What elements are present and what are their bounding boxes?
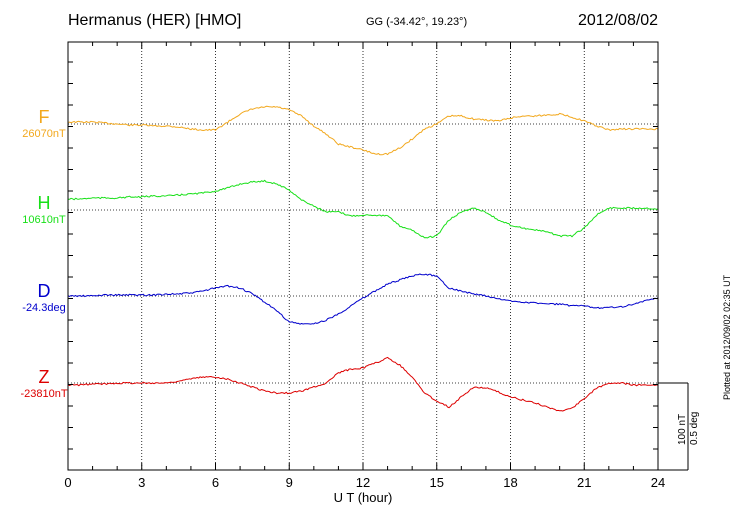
component-label-h: H 10610nT	[14, 193, 74, 227]
series-baseline-z: -23810nT	[20, 388, 68, 400]
series-name-d: D	[37, 281, 51, 301]
station-title: Hermanus (HER) [HMO]	[68, 12, 242, 29]
x-tick-label: 21	[577, 475, 591, 490]
plot-date: 2012/08/02	[578, 12, 659, 29]
x-axis-label: U T (hour)	[334, 490, 393, 505]
series-name-h: H	[37, 193, 51, 213]
x-tick-label: 12	[356, 475, 370, 490]
x-tick-label: 3	[138, 475, 145, 490]
chart-grid	[68, 42, 658, 470]
x-tick-label: 24	[651, 475, 665, 490]
x-tick-label: 6	[212, 475, 219, 490]
chart-series	[67, 105, 659, 412]
station-coordinates: GG (-34.42°, 19.23°)	[366, 16, 468, 28]
series-line-d	[67, 273, 659, 325]
x-tick-label: 9	[286, 475, 293, 490]
component-label-z: Z -23810nT	[14, 367, 74, 401]
x-tick-label: 18	[503, 475, 517, 490]
x-tick-label: 15	[430, 475, 444, 490]
series-baseline-f: 26070nT	[22, 128, 66, 140]
series-line-h	[67, 179, 659, 239]
series-baseline-d: -24.3deg	[22, 302, 66, 314]
chart-axes: 0 3 6 9 12 15 18 21 24	[64, 42, 665, 490]
series-line-z	[67, 356, 659, 412]
x-tick-label: 0	[64, 475, 71, 490]
plotted-timestamp: Plotted at 2012/09/02 02:35 UT	[722, 274, 730, 400]
scale-label-field: 100 nT	[677, 413, 688, 445]
scale-bar	[658, 382, 689, 471]
component-label-d: D -24.3deg	[14, 281, 74, 315]
series-line-f	[67, 105, 659, 156]
series-baseline-h: 10610nT	[22, 214, 66, 226]
scale-label-declination: 0.5 deg	[689, 411, 700, 445]
series-name-z: Z	[38, 367, 50, 387]
series-name-f: F	[38, 107, 50, 127]
component-label-f: F 26070nT	[14, 107, 74, 141]
